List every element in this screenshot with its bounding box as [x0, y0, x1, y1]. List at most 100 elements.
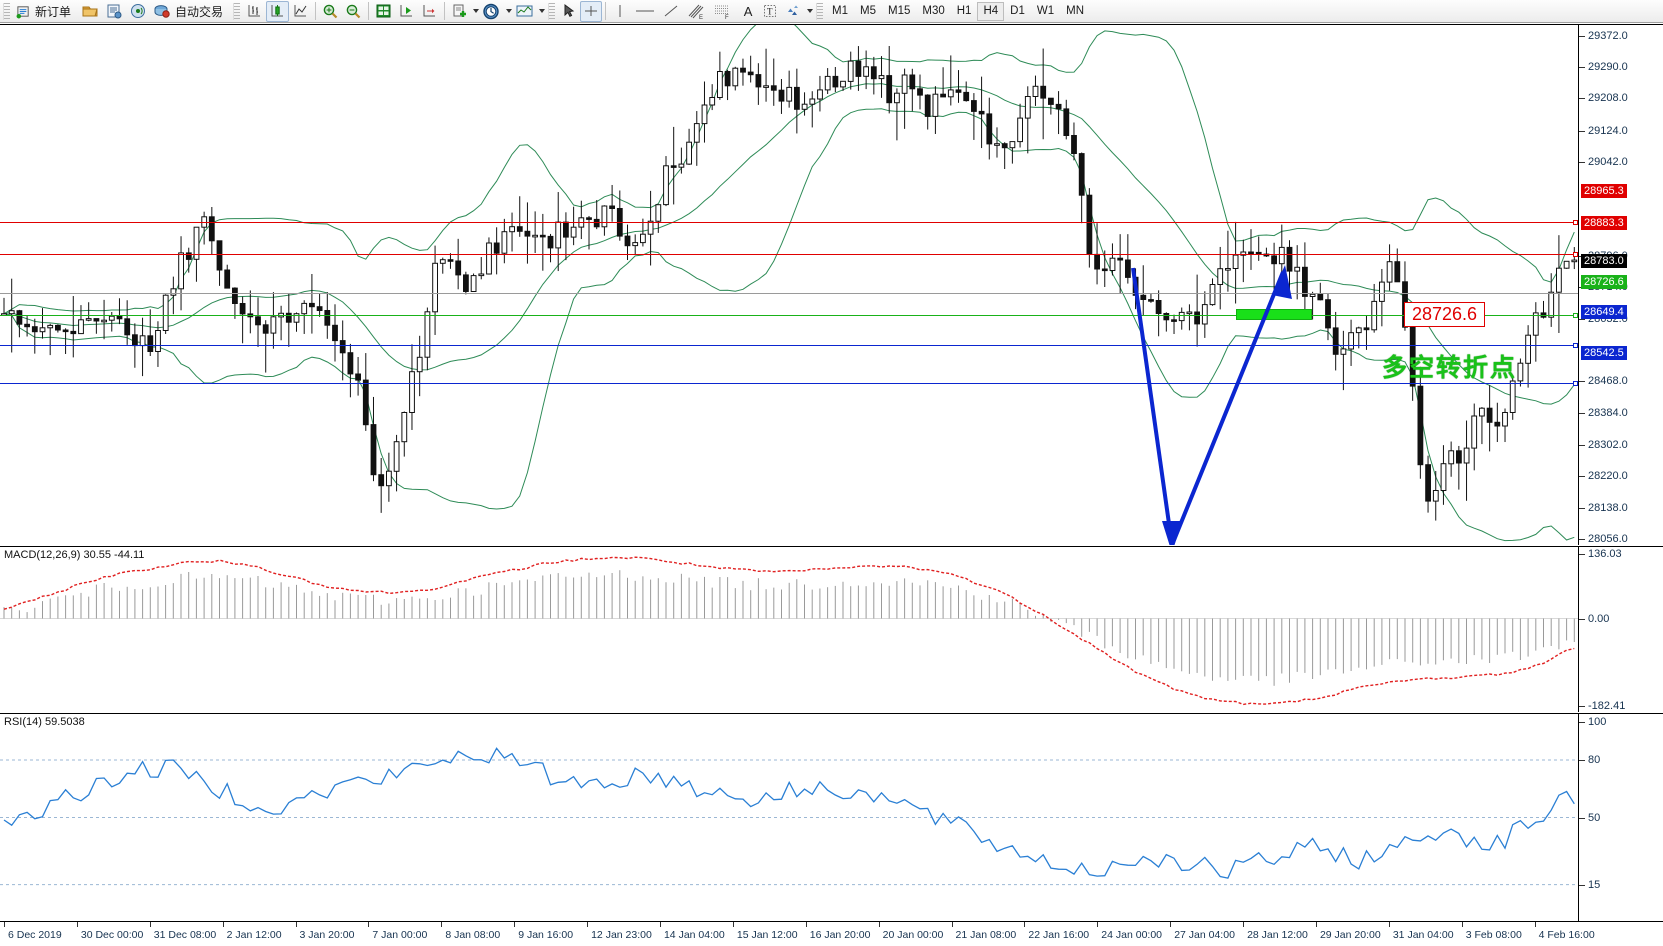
folder-button[interactable]	[78, 1, 102, 22]
vertical-line-icon	[619, 5, 621, 17]
timeframe-button-m5[interactable]: M5	[860, 5, 876, 17]
rsi-axis-tick	[1579, 721, 1585, 723]
price-axis-tag-blue[interactable]: 28649.4	[1581, 304, 1627, 319]
trendline-button[interactable]	[659, 1, 683, 22]
price-axis-tag-black[interactable]: 28783.0	[1581, 253, 1627, 268]
price-chart-pane[interactable]: 28726.6 多空转折点 29372.0 29290.0 29208.0 29124…	[0, 24, 1663, 545]
indicator-caret-icon[interactable]	[539, 9, 546, 13]
cursor-button[interactable]	[558, 1, 580, 22]
macd-pane[interactable]: MACD(12,26,9) 30.55 -44.11 136.03 0.00 -18…	[0, 546, 1663, 712]
support-line-blue-2-anchor[interactable]	[1573, 381, 1578, 386]
new-template-button[interactable]	[448, 1, 471, 22]
macd-axis-tick	[1579, 553, 1585, 555]
time-axis-tick	[951, 922, 953, 927]
vertical-line-button[interactable]	[609, 1, 631, 22]
auto-scroll-button[interactable]	[395, 1, 418, 22]
toolbar-grip-3[interactable]	[548, 2, 556, 20]
indicator-list-button[interactable]	[512, 1, 537, 22]
text-box-icon: T	[764, 5, 777, 17]
time-axis-tick	[368, 922, 370, 927]
rsi-axis[interactable]: 100 80 50 15	[1578, 714, 1663, 921]
price-axis-tag-green[interactable]: 28726.6	[1581, 275, 1627, 290]
time-axis-label: 2 Jan 12:00	[226, 929, 282, 941]
period-separator-button[interactable]	[479, 1, 504, 22]
macd-title: MACD(12,26,9) 30.55 -44.11	[4, 549, 145, 561]
rsi-axis-tick	[1579, 817, 1585, 819]
shapes-caret-icon[interactable]	[807, 9, 814, 13]
time-axis-tick	[1388, 922, 1390, 927]
macd-plot-area[interactable]	[0, 547, 1578, 712]
rsi-title: RSI(14) 59.5038	[4, 716, 85, 728]
expert-advisor-button[interactable]: 自动交易	[150, 1, 230, 22]
price-plot-area[interactable]: 28726.6 多空转折点	[0, 25, 1578, 545]
signal-icon	[131, 4, 146, 18]
support-line-blue-1-anchor[interactable]	[1573, 343, 1578, 348]
price-callout-box[interactable]: 28726.6	[1404, 302, 1486, 327]
fibonacci-retracement-button[interactable]: F	[709, 1, 737, 22]
new-order-button[interactable]: 新订单	[13, 1, 78, 22]
resistance-line-2[interactable]	[0, 254, 1578, 255]
rsi-pane[interactable]: RSI(14) 59.5038 100 80 50 15	[0, 713, 1663, 921]
green-highlight-bar[interactable]	[1236, 309, 1312, 320]
signal-button[interactable]	[126, 1, 150, 22]
tile-windows-button[interactable]	[372, 1, 395, 22]
price-axis-label: 28138.0	[1588, 501, 1628, 514]
open-account-button[interactable]	[102, 1, 126, 22]
tile-windows-icon	[376, 4, 391, 18]
toolbar-grip-2[interactable]	[233, 2, 241, 20]
time-axis-label: 21 Jan 08:00	[955, 929, 1017, 941]
shapes-button[interactable]	[781, 1, 805, 22]
rsi-plot-area[interactable]	[0, 714, 1578, 921]
timeframe-button-m30[interactable]: M30	[922, 5, 945, 17]
price-axis-label: 29124.0	[1588, 124, 1628, 137]
support-line-blue-2[interactable]	[0, 383, 1578, 384]
timeframe-button-h4[interactable]: H4	[977, 1, 1005, 21]
price-axis-tag-red[interactable]: 28965.3	[1581, 184, 1627, 199]
support-line-blue-1[interactable]	[0, 345, 1578, 346]
candlestick-chart-button[interactable]	[266, 0, 290, 22]
line-chart-button[interactable]	[289, 1, 312, 22]
period-separator-caret-icon[interactable]	[506, 9, 513, 13]
macd-axis[interactable]: 136.03 0.00 -182.41	[1578, 547, 1663, 712]
time-axis-tick	[441, 922, 443, 927]
time-axis-label: 6 Dec 2019	[8, 929, 62, 941]
timeframe-button-mn[interactable]: MN	[1066, 5, 1084, 17]
resistance-line-2-anchor[interactable]	[1573, 252, 1578, 257]
toolbar-grip[interactable]	[3, 2, 10, 20]
time-axis[interactable]: 6 Dec 2019 30 Dec 00:00 31 Dec 08:00 2 Jan …	[0, 921, 1663, 946]
resistance-line-1[interactable]	[0, 222, 1578, 223]
time-axis-tick	[1243, 922, 1245, 927]
zoom-in-icon	[323, 4, 338, 19]
time-axis-tick	[878, 922, 880, 927]
price-axis-tick	[1579, 318, 1585, 320]
toolbar-grip-4[interactable]	[816, 2, 824, 20]
support-line-green-anchor[interactable]	[1573, 313, 1578, 318]
text-label-button[interactable]: A	[737, 1, 759, 22]
current-price-line	[0, 293, 1578, 294]
time-axis-tick	[1024, 922, 1026, 927]
new-template-caret-icon[interactable]	[473, 9, 480, 13]
text-box-button[interactable]: T	[759, 1, 781, 22]
resistance-line-1-anchor[interactable]	[1573, 220, 1578, 225]
time-axis-tick	[732, 922, 734, 927]
chart-shift-button[interactable]	[418, 1, 441, 22]
timeframe-button-h1[interactable]: H1	[956, 5, 972, 17]
timeframe-button-d1[interactable]: D1	[1010, 5, 1025, 17]
price-axis[interactable]: 29372.029290.029208.029124.029042.028796…	[1578, 25, 1663, 545]
chinese-annotation-note: 多空转折点	[1382, 354, 1518, 382]
price-axis-tick	[1579, 130, 1585, 132]
horizontal-line-button[interactable]	[631, 1, 659, 22]
text-label-icon: A	[743, 3, 753, 19]
support-line-green[interactable]	[0, 315, 1578, 316]
zoom-out-button[interactable]	[342, 1, 365, 22]
timeframe-button-m15[interactable]: M15	[888, 5, 911, 17]
timeframe-button-w1[interactable]: W1	[1036, 5, 1055, 17]
zoom-in-button[interactable]	[319, 1, 342, 22]
crosshair-button[interactable]	[580, 0, 603, 22]
bar-chart-button[interactable]	[243, 1, 266, 22]
time-axis-label: 16 Jan 20:00	[809, 929, 871, 941]
price-axis-tag-red[interactable]: 28883.3	[1581, 215, 1627, 230]
equidistant-channel-button[interactable]: E	[683, 1, 709, 22]
price-axis-tag-blue[interactable]: 28542.5	[1581, 345, 1627, 360]
timeframe-button-m1[interactable]: M1	[832, 5, 849, 17]
